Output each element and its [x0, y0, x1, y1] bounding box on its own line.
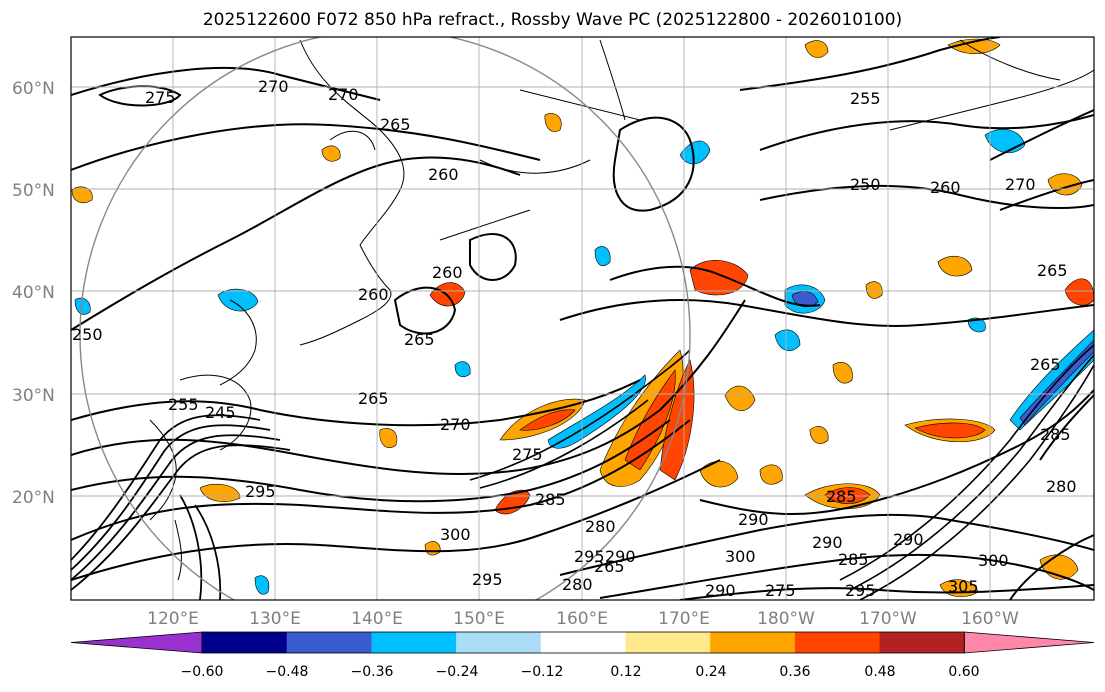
colorbar-tick-label: 0.60: [948, 664, 979, 680]
contour-label: 265: [1037, 261, 1068, 280]
colorbar-tick-label: −0.36: [351, 664, 394, 680]
lon-label: 150°E: [453, 609, 505, 629]
lon-label: 170°W: [859, 609, 917, 629]
contour-label: 295: [472, 570, 503, 589]
contour-label: 265: [594, 557, 625, 576]
colorbar-segment: [879, 632, 965, 653]
contour-label: 245: [205, 403, 236, 422]
contour-label: 270: [1005, 175, 1036, 194]
lon-label: 140°E: [351, 609, 403, 629]
lat-label: 50°N: [12, 181, 55, 201]
lon-label: 180°W: [757, 609, 815, 629]
contour-label: 300: [725, 547, 756, 566]
contour-label: 285: [826, 487, 857, 506]
colorbar-segment: [540, 632, 626, 653]
contour-label: 265: [1030, 355, 1061, 374]
graticule: [71, 37, 1094, 600]
contour-label: 280: [562, 575, 593, 594]
colorbar-tick-label: −0.60: [181, 664, 224, 680]
lon-label: 120°E: [147, 609, 199, 629]
contour-label: 260: [930, 178, 961, 197]
colorbar-frame: [201, 631, 965, 654]
contour-label: 265: [380, 115, 411, 134]
colorbar-segment: [202, 632, 288, 653]
contour-label: 260: [358, 285, 389, 304]
lat-label: 60°N: [12, 79, 55, 99]
contour-label-layer: 275 270 270 265 260 255 250 260 270 265 …: [72, 77, 1077, 600]
map-title: 2025122600 F072 850 hPa refract., Rossby…: [202, 10, 903, 30]
jet-bundle: [469, 344, 1094, 600]
contour-label: 255: [168, 395, 199, 414]
packed-contours: [71, 414, 291, 600]
colorbar-ticks: −0.60 −0.48 −0.36 −0.24 −0.12 0.12 0.24 …: [181, 664, 980, 680]
reference-circle: [79, 37, 691, 600]
contour-label: 255: [850, 89, 881, 108]
contour-label: 260: [432, 263, 463, 282]
contour-label: 305: [948, 577, 979, 596]
colorbar-tick-label: 0.36: [779, 664, 810, 680]
contour-label: 290: [605, 547, 636, 566]
contour-label: 270: [258, 77, 289, 96]
colorbar-segment: [456, 632, 542, 653]
latitude-axis: 60°N 50°N 40°N 30°N 20°N: [12, 79, 55, 508]
colorbar-tick-label: 0.48: [864, 664, 895, 680]
colorbar-segment: [710, 632, 796, 653]
colorbar-tick-label: 0.24: [695, 664, 726, 680]
contour-label: 290: [812, 533, 843, 552]
contour-label: 290: [738, 510, 769, 529]
lon-label: 160°E: [556, 609, 608, 629]
contour-label: 260: [428, 165, 459, 184]
colorbar: [70, 631, 1095, 654]
contour-label: 280: [1046, 477, 1077, 496]
longitude-axis: 120°E 130°E 140°E 150°E 160°E 170°E 180°…: [147, 609, 1019, 629]
colorbar-tick-label: −0.48: [266, 664, 309, 680]
contour-label: 250: [850, 175, 881, 194]
contour-label: 265: [404, 330, 435, 349]
lat-label: 40°N: [12, 283, 55, 303]
lat-label: 20°N: [12, 488, 55, 508]
lon-label: 160°W: [961, 609, 1019, 629]
contour-label: 300: [978, 551, 1009, 570]
contour-label: 270: [328, 85, 359, 104]
contour-label: 295: [574, 547, 605, 566]
map-field: 275 270 270 265 260 255 250 260 270 265 …: [71, 37, 1094, 600]
contour-label: 295: [845, 581, 876, 600]
colorbar-segment: [286, 632, 372, 653]
contour-label: 280: [585, 517, 616, 536]
lon-label: 170°E: [658, 609, 710, 629]
contour-label: 275: [512, 445, 543, 464]
contour-label: 295: [245, 482, 276, 501]
lat-label: 30°N: [12, 386, 55, 406]
colorbar-segment: [371, 632, 457, 653]
contour-label: 285: [535, 490, 566, 509]
colorbar-segment: [70, 631, 203, 654]
contour-label: 290: [893, 530, 924, 549]
colorbar-tick-label: −0.24: [436, 664, 479, 680]
lon-label: 130°E: [249, 609, 301, 629]
colorbar-segment: [794, 632, 881, 653]
contour-label: 250: [72, 325, 103, 344]
colorbar-segment: [963, 631, 1095, 654]
colorbar-tick-label: 0.12: [610, 664, 641, 680]
contour-label: 285: [838, 550, 869, 569]
contour-label: 300: [440, 525, 471, 544]
colorbar-segment: [625, 632, 711, 653]
coastlines: [149, 39, 1094, 581]
contour-label: 285: [1040, 425, 1071, 444]
contour-label: 265: [358, 389, 389, 408]
contour-label: 290: [705, 581, 736, 600]
contour-label: 275: [145, 88, 176, 107]
contour-label: 270: [440, 415, 471, 434]
map-frame: [70, 36, 1095, 601]
colorbar-tick-label: −0.12: [521, 664, 564, 680]
contour-label: 275: [765, 581, 796, 600]
